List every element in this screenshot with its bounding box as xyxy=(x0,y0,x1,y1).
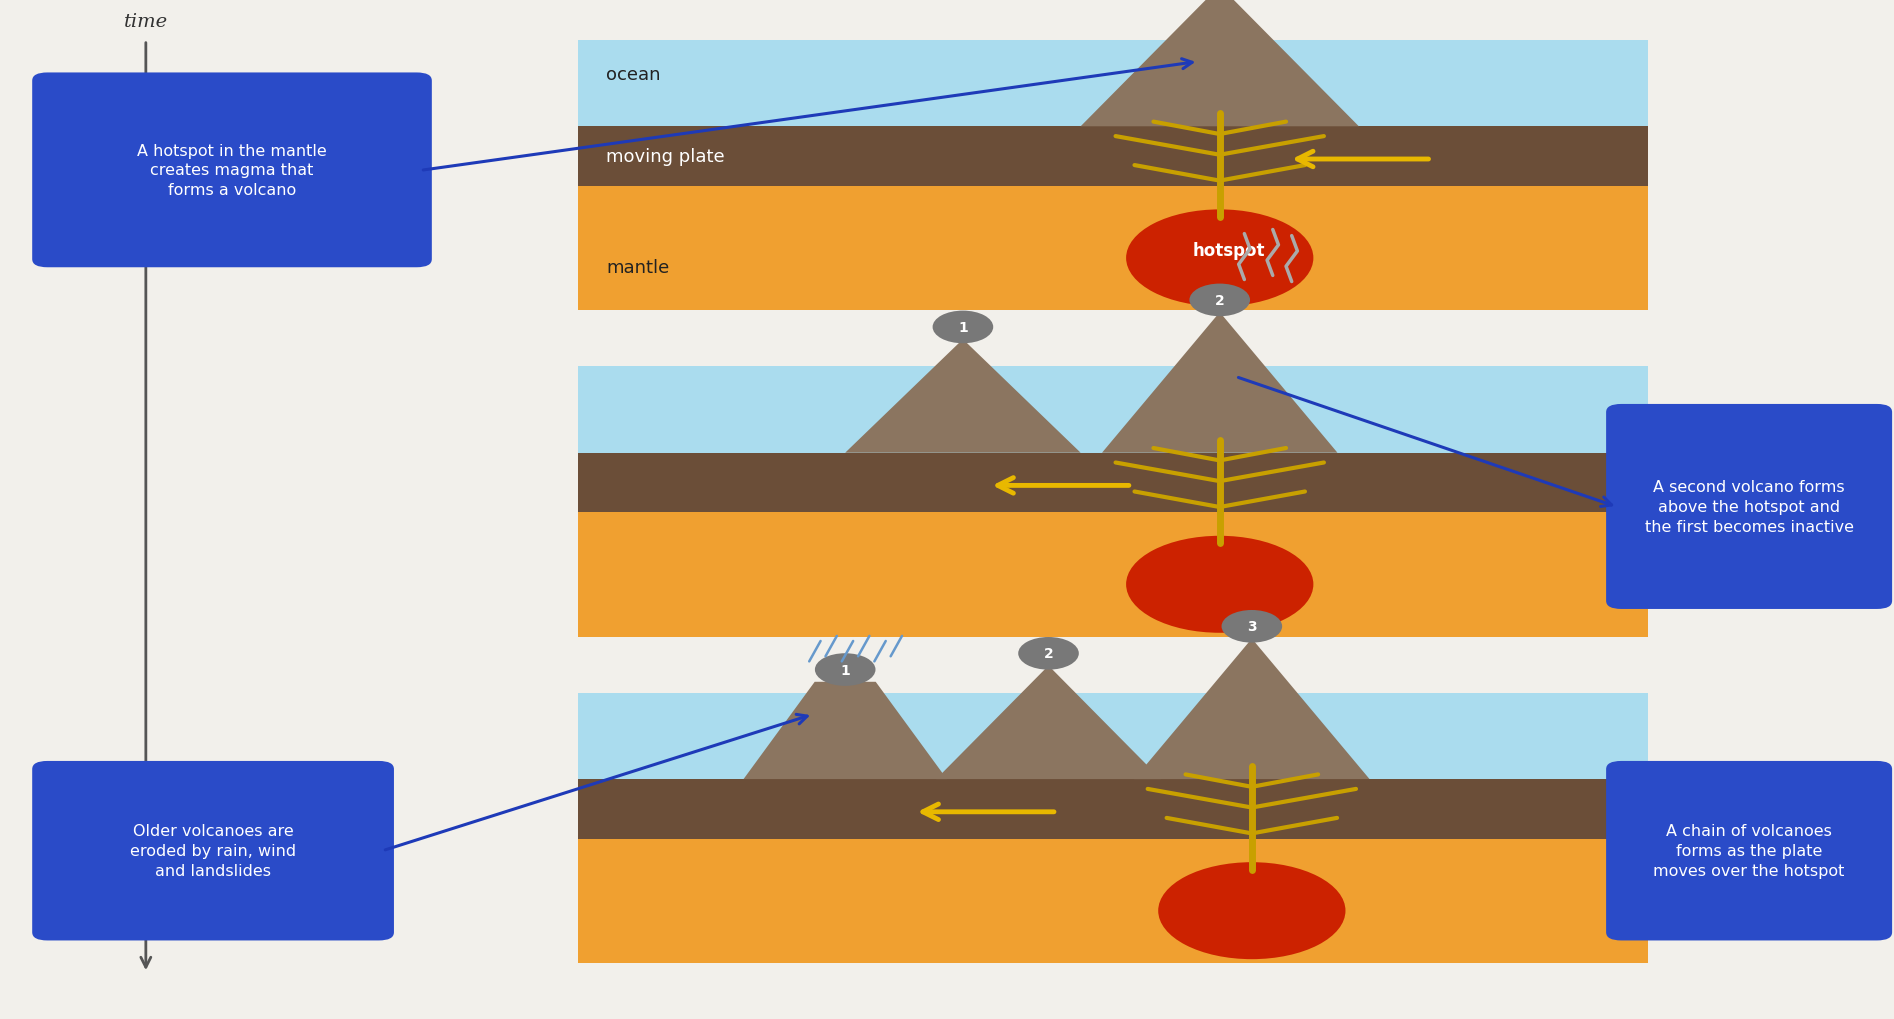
Circle shape xyxy=(1222,610,1282,643)
Text: A second volcano forms
above the hotspot and
the first becomes inactive: A second volcano forms above the hotspot… xyxy=(1644,480,1854,534)
Bar xyxy=(578,186,1648,311)
Text: 2: 2 xyxy=(1214,293,1225,308)
Bar xyxy=(578,367,1648,453)
Circle shape xyxy=(1019,638,1080,671)
Polygon shape xyxy=(1135,639,1369,780)
FancyBboxPatch shape xyxy=(1606,761,1892,941)
Bar xyxy=(578,453,1648,513)
Text: 2: 2 xyxy=(1044,647,1053,660)
Polygon shape xyxy=(1081,0,1358,127)
FancyBboxPatch shape xyxy=(32,73,432,268)
Bar xyxy=(578,127,1648,186)
Text: mantle: mantle xyxy=(606,259,669,276)
Polygon shape xyxy=(1102,313,1337,453)
Text: 3: 3 xyxy=(1246,620,1256,634)
FancyBboxPatch shape xyxy=(1606,405,1892,609)
Polygon shape xyxy=(845,339,1081,453)
Bar xyxy=(578,780,1648,839)
Polygon shape xyxy=(936,666,1161,780)
Bar xyxy=(578,41,1648,127)
Text: time: time xyxy=(123,12,169,31)
Bar xyxy=(578,839,1648,963)
Text: ocean: ocean xyxy=(606,66,661,85)
Text: hotspot: hotspot xyxy=(1193,242,1265,260)
Circle shape xyxy=(1189,284,1250,317)
Text: 1: 1 xyxy=(841,663,850,677)
Ellipse shape xyxy=(1127,536,1313,633)
Circle shape xyxy=(814,653,875,686)
Text: moving plate: moving plate xyxy=(606,148,725,166)
Bar xyxy=(578,693,1648,780)
Circle shape xyxy=(932,311,992,344)
FancyBboxPatch shape xyxy=(32,761,394,941)
Text: A chain of volcanoes
forms as the plate
moves over the hotspot: A chain of volcanoes forms as the plate … xyxy=(1653,823,1845,878)
Text: A hotspot in the mantle
creates magma that
forms a volcano: A hotspot in the mantle creates magma th… xyxy=(136,144,328,198)
Text: Older volcanoes are
eroded by rain, wind
and landslides: Older volcanoes are eroded by rain, wind… xyxy=(131,823,295,878)
Ellipse shape xyxy=(1159,862,1345,959)
Text: 1: 1 xyxy=(958,321,968,334)
Ellipse shape xyxy=(1127,210,1313,307)
Polygon shape xyxy=(744,682,947,780)
Bar xyxy=(578,513,1648,637)
